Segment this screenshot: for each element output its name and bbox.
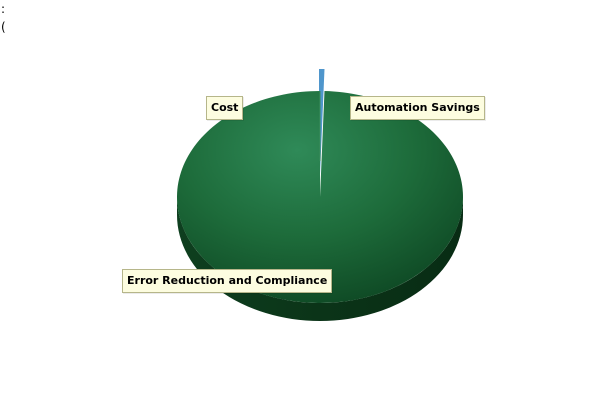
slice-label-automation-savings: Automation Savings (350, 96, 485, 120)
pie-slice (176, 90, 463, 304)
slice-label-cost: Cost (206, 96, 244, 120)
pie-slice-exploded-edge (319, 69, 323, 91)
pie-slice (320, 69, 325, 175)
pie-top (176, 69, 463, 304)
slice-label-error-reduction: Error Reduction and Compliance (122, 269, 333, 293)
header-line-1: : (1, 2, 6, 16)
header-line-2: ( (1, 20, 6, 34)
